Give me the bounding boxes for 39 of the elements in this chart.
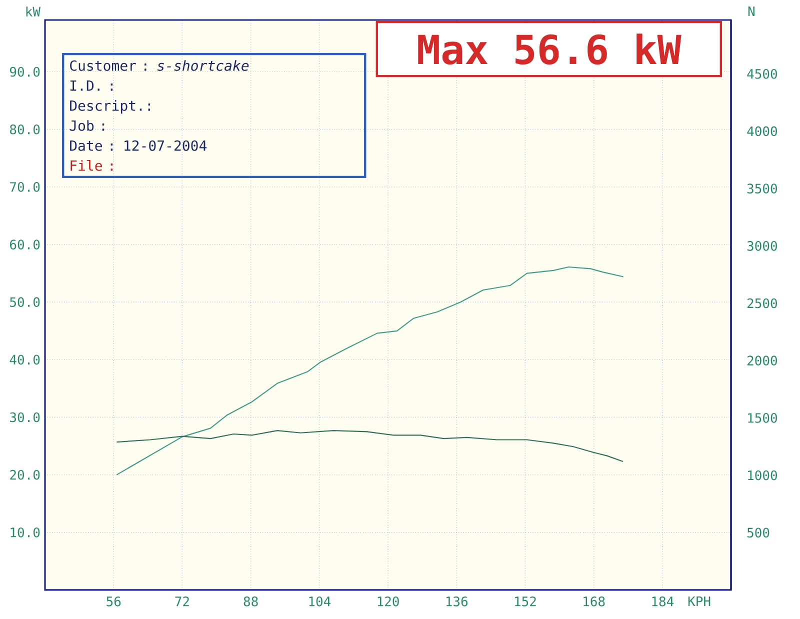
y-tick-label: 90.0 <box>10 66 40 77</box>
y2-tick-label: 1000 <box>748 470 777 480</box>
y-tick-label: 20.0 <box>10 470 40 480</box>
y2-tick-label: 500 <box>747 528 770 538</box>
x-axis-title: KPH <box>688 596 710 606</box>
x-tick-label: 120 <box>378 596 399 606</box>
x-tick-label: 136 <box>446 596 468 606</box>
y-tick-label: 70.0 <box>10 182 40 192</box>
x-tick-label: 56 <box>106 596 121 606</box>
y2-tick-label: 4000 <box>747 126 777 136</box>
x-tick-label: 104 <box>309 596 331 606</box>
annotation: Job : <box>70 120 104 131</box>
annotation: File : <box>70 160 113 171</box>
y-tick-label: 50.0 <box>10 297 40 308</box>
line-series <box>116 430 624 462</box>
y2-tick-label: 1500 <box>748 413 777 423</box>
x-tick-label: 88 <box>244 596 258 606</box>
y2-axis-title: N <box>748 6 754 16</box>
y-tick-label: 30.0 <box>10 412 40 422</box>
annotation: Descript.: <box>70 100 150 114</box>
x-tick-label: 152 <box>515 596 536 606</box>
annotation: Max 56.6 kW <box>418 34 682 65</box>
x-tick-label: 168 <box>584 596 605 606</box>
x-tick-label: 184 <box>652 596 674 606</box>
y2-tick-label: 3500 <box>747 184 777 194</box>
y-tick-label: 60.0 <box>10 240 40 250</box>
x-tick-label: 72 <box>175 596 189 606</box>
line-series <box>116 266 624 476</box>
y-tick-label: 10.0 <box>10 527 40 538</box>
annotation: Customer : s-shortcake <box>70 60 249 71</box>
y2-tick-label: 3000 <box>747 240 777 251</box>
annotation: Date : 12-07-2004 <box>70 140 207 151</box>
y2-tick-label: 2500 <box>748 298 777 308</box>
y-axis-title: kW <box>26 6 40 16</box>
y-tick-label: 40.0 <box>10 354 40 365</box>
y-tick-label: 80.0 <box>10 124 40 134</box>
y2-tick-label: 2000 <box>748 356 777 366</box>
y2-tick-label: 4500 <box>747 68 777 79</box>
annotation: I.D. : <box>70 80 113 91</box>
